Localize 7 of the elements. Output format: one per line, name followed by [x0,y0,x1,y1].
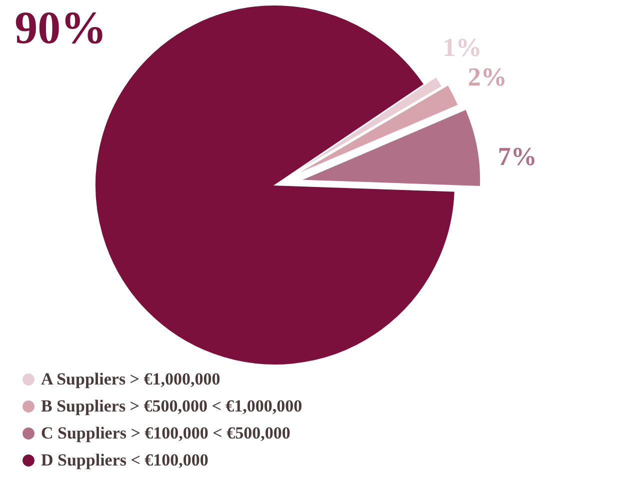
legend-label: A Suppliers > €1,000,000 [41,370,220,388]
data-label: 90% [14,2,107,54]
legend-label: D Suppliers < €100,000 [41,450,208,470]
legend-label: B Suppliers > €500,000 < €1,000,000 [41,396,302,416]
data-label: 7% [498,142,537,171]
data-label: 2% [468,62,507,92]
legend-label: C Suppliers > €100,000 < €500,000 [41,424,290,442]
